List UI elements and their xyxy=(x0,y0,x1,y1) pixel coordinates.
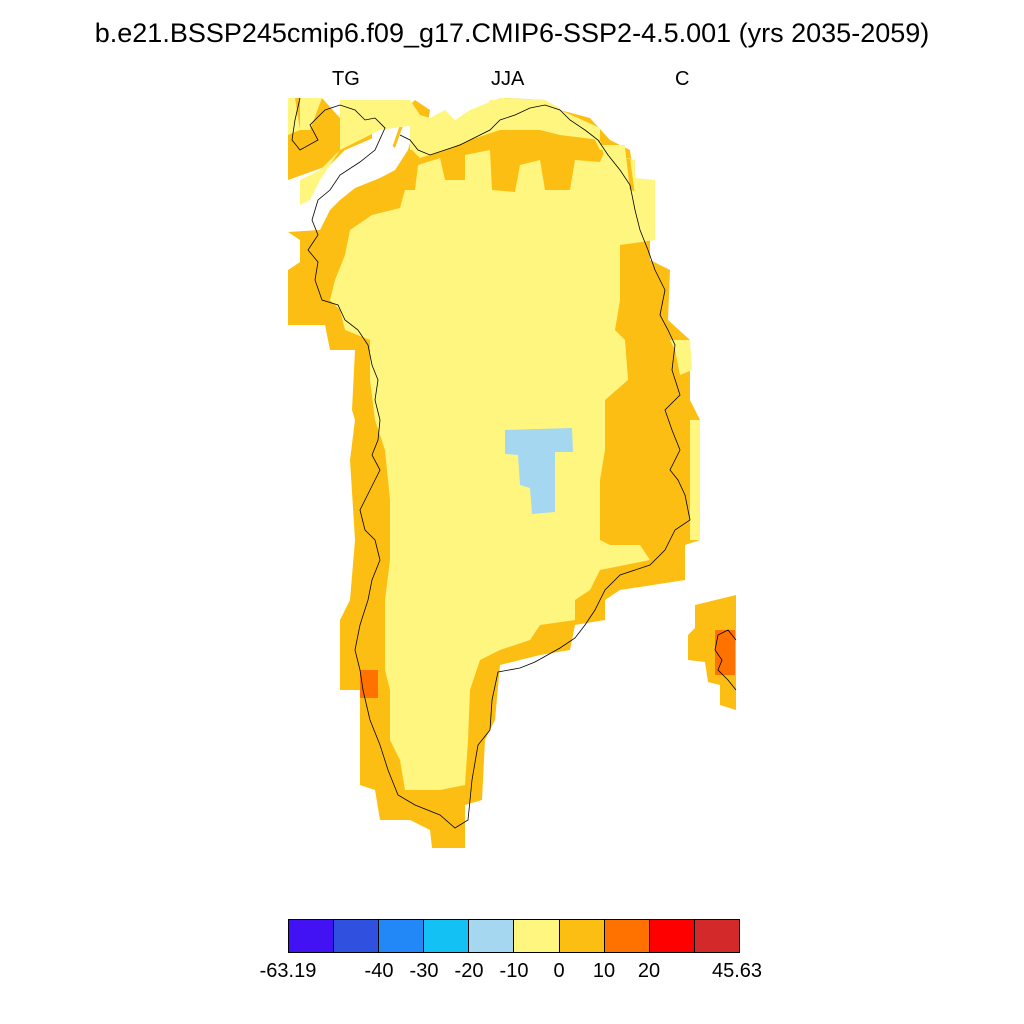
legend-swatch-3 xyxy=(424,920,470,952)
greenland-coastline xyxy=(291,97,691,829)
units-label: C xyxy=(675,68,690,90)
legend-label-3: -20 xyxy=(454,960,484,982)
variable-label: TG xyxy=(332,68,360,90)
sw-warm-spot xyxy=(360,670,378,698)
legend-label-4: -10 xyxy=(499,960,529,982)
north-fringe xyxy=(410,100,655,195)
legend-swatch-4 xyxy=(469,920,515,952)
legend-label-6: 10 xyxy=(592,960,616,982)
legend-label-5: 0 xyxy=(553,960,565,982)
color-bar xyxy=(288,919,740,953)
legend-label-7: 20 xyxy=(637,960,661,982)
legend-label-0: -63.19 xyxy=(259,960,317,982)
legend-swatch-5 xyxy=(514,920,560,952)
legend-swatch-1 xyxy=(334,920,380,952)
east-fringe xyxy=(670,340,700,540)
legend-swatch-2 xyxy=(379,920,425,952)
interior-ice-sheet xyxy=(288,98,655,790)
legend-label-2: -30 xyxy=(409,960,439,982)
nw-gap xyxy=(288,120,415,232)
island-warm-spot xyxy=(715,630,735,675)
island-coastline xyxy=(714,629,737,691)
map-title: b.e21.BSSP245cmip6.f09_g17.CMIP6-SSP2-4.… xyxy=(94,18,930,48)
legend-swatch-6 xyxy=(559,920,605,952)
legend-swatch-0 xyxy=(289,920,335,952)
legend-swatch-9 xyxy=(694,920,739,952)
season-label: JJA xyxy=(491,68,525,90)
legend-label-8: 45.63 xyxy=(711,960,763,982)
central-cool-patch xyxy=(505,428,573,514)
east-island xyxy=(688,595,736,710)
legend-swatch-8 xyxy=(649,920,695,952)
legend-swatch-7 xyxy=(604,920,650,952)
legend-label-1: -40 xyxy=(364,960,394,982)
